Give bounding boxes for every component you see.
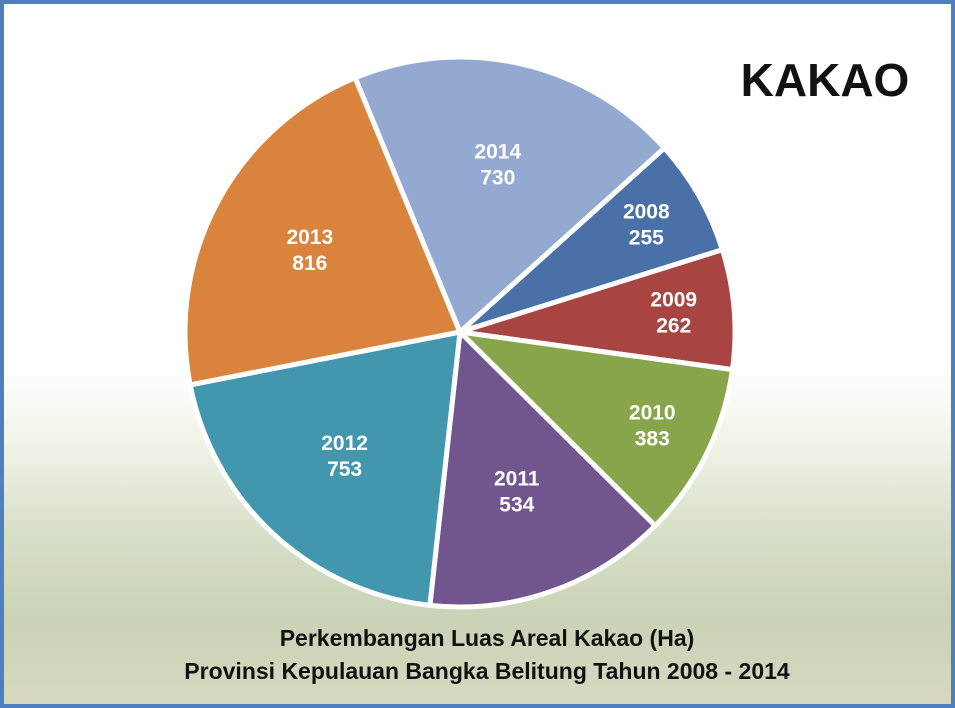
slice-category: 2012	[321, 432, 368, 455]
chart-title: KAKAO	[741, 54, 910, 106]
slice-category: 2013	[286, 226, 333, 249]
slice-category: 2014	[474, 140, 521, 163]
slice-category: 2010	[629, 402, 676, 425]
slice-category: 2008	[623, 200, 670, 223]
page: KAKAO Perkembangan Luas Areal Kakao (Ha)…	[0, 0, 955, 708]
slice-category: 2011	[494, 467, 540, 490]
slice-value: 534	[499, 493, 534, 516]
chart: KAKAO Perkembangan Luas Areal Kakao (Ha)…	[0, 0, 955, 708]
slice-value: 753	[327, 458, 362, 481]
subtitle: Perkembangan Luas Areal Kakao (Ha)	[280, 625, 695, 651]
subtitle: Provinsi Kepulauan Bangka Belitung Tahun…	[184, 658, 790, 684]
slice-category: 2009	[650, 289, 697, 312]
slice-value: 255	[629, 226, 664, 249]
slice-value: 816	[292, 252, 327, 275]
slice-value: 730	[480, 166, 515, 189]
slice-value: 383	[635, 428, 670, 451]
slice-value: 262	[656, 315, 691, 338]
